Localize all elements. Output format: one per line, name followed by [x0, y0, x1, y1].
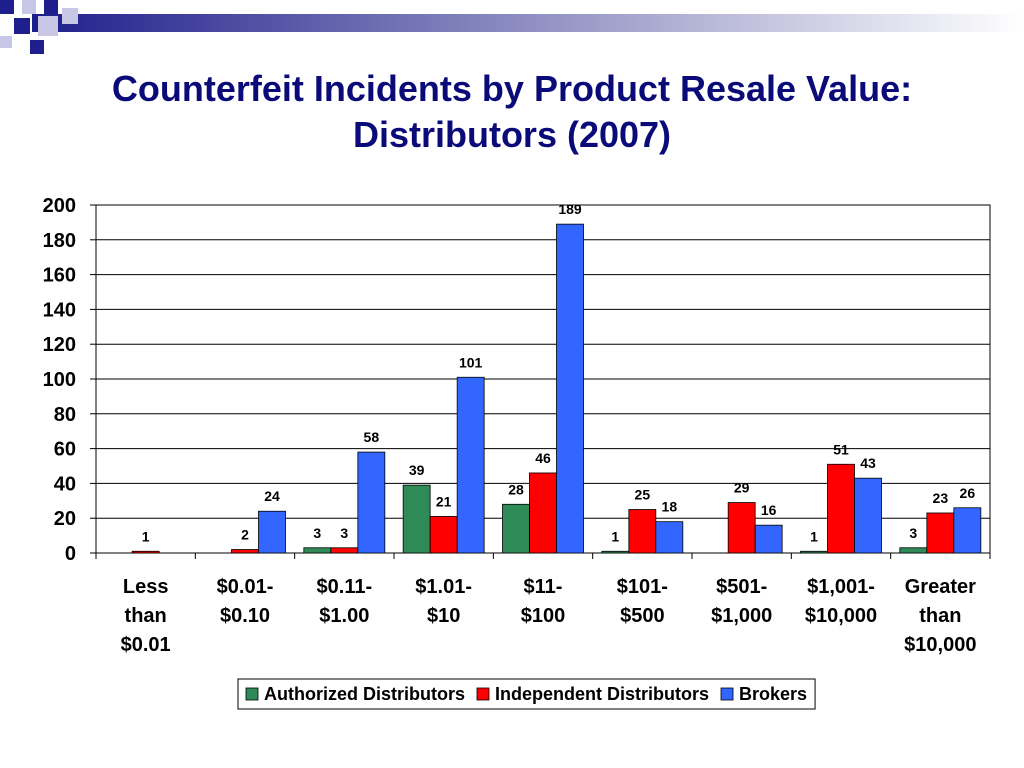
chart-title-line-2: Distributors (2007) [352, 114, 672, 155]
legend-swatch [476, 687, 490, 701]
x-tick-label: $0.01- $0.10 [217, 576, 274, 627]
x-tick-label-line: $10,000 [904, 634, 976, 656]
y-tick-label: 120 [43, 334, 76, 356]
x-tick-label-line: $501- [716, 576, 767, 598]
bar [727, 502, 756, 554]
legend-label: Authorized Distributors [264, 684, 465, 704]
x-tick-label: $0.11- $1.00 [317, 576, 373, 627]
x-tick-label: $101- $500 [617, 576, 668, 627]
x-tick-label-line: $10 [427, 605, 460, 627]
x-tick-label-line: $0.01 [121, 634, 171, 656]
legend: Authorized Distributors Independent Distr… [237, 678, 816, 710]
x-tick-label-line: Less [123, 576, 169, 598]
bar [655, 521, 684, 554]
x-tick-label-line: $11- [524, 576, 563, 598]
data-label: 29 [734, 480, 750, 496]
bar [854, 477, 882, 554]
bar [601, 550, 630, 554]
y-tick-label: 160 [43, 265, 76, 287]
data-label: 1 [810, 528, 818, 544]
bar [131, 550, 160, 554]
data-label: 58 [364, 429, 380, 445]
bar [800, 550, 828, 554]
data-label: 39 [409, 462, 425, 478]
x-tick-label-line: $100 [521, 605, 566, 627]
bar [456, 376, 485, 554]
x-tick-label: Greater than $10,000 [904, 576, 976, 656]
bar [402, 484, 431, 554]
bar [926, 512, 955, 554]
data-label: 28 [508, 481, 524, 497]
bar [330, 547, 359, 554]
data-label: 43 [860, 455, 876, 471]
data-label: 46 [535, 450, 551, 466]
data-label: 26 [960, 485, 976, 501]
bar [429, 516, 458, 554]
data-label: 21 [436, 493, 452, 509]
data-label: 101 [459, 354, 483, 370]
data-label: 3 [909, 525, 917, 541]
x-tick-label-line: $10,000 [805, 605, 877, 627]
data-label: 25 [635, 487, 651, 503]
bar [303, 547, 332, 554]
x-tick-label: $1.01- $10 [415, 576, 472, 627]
legend-swatch [720, 687, 734, 701]
chart-title: Counterfeit Incidents by Product Resale … [0, 66, 1024, 158]
x-tick-label: $501- $1,000 [711, 576, 772, 627]
data-label: 24 [264, 488, 280, 504]
x-tick-label-line: $1.01- [415, 576, 472, 598]
bar [502, 503, 530, 554]
x-tick-label: Less than $0.01 [121, 576, 171, 656]
y-tick-label: 60 [54, 439, 76, 461]
x-tick-label: $11- $100 [521, 576, 566, 627]
y-tick-label: 80 [54, 404, 76, 426]
x-tick-label-line: $1.00 [319, 605, 369, 627]
legend-box [237, 678, 816, 710]
y-tick-label: 200 [43, 195, 76, 217]
data-label: 189 [558, 201, 582, 217]
x-tick-label-line: Greater [905, 576, 976, 598]
data-label: 51 [833, 441, 849, 457]
y-tick-label: 0 [65, 543, 76, 565]
x-tick-label-line: $0.01- [217, 576, 274, 598]
data-label: 3 [340, 525, 348, 541]
bar [258, 510, 286, 554]
data-label: 2 [241, 527, 249, 543]
bar [827, 463, 855, 554]
bar [754, 524, 783, 554]
bar [231, 549, 259, 554]
data-label: 1 [142, 528, 150, 544]
data-label: 3 [313, 525, 321, 541]
y-tick-label: 100 [43, 369, 76, 391]
y-tick-label: 20 [54, 508, 76, 530]
bar [529, 472, 557, 554]
legend-label: Independent Distributors [495, 684, 709, 704]
bar [953, 507, 982, 554]
chart-title-line-1: Counterfeit Incidents by Product Resale … [111, 68, 913, 109]
bar [357, 451, 386, 554]
y-tick-label: 140 [43, 299, 76, 321]
x-tick-label-line: $0.11- [317, 576, 373, 598]
y-tick-label: 40 [54, 473, 76, 495]
x-tick-label-line: $101- [617, 576, 668, 598]
legend-label: Brokers [739, 684, 807, 704]
x-tick-label-line: than [125, 605, 167, 627]
data-label: 18 [662, 499, 678, 515]
legend-swatch [245, 687, 259, 701]
data-label: 16 [761, 502, 777, 518]
y-tick-label: 180 [43, 230, 76, 252]
data-label: 1 [611, 528, 619, 544]
x-tick-label-line: $500 [620, 605, 665, 627]
bar [899, 547, 928, 554]
x-tick-label: $1,001- $10,000 [805, 576, 877, 627]
x-tick-label-line: $0.10 [220, 605, 270, 627]
bar [556, 223, 584, 554]
x-tick-label-line: $1,001- [807, 576, 875, 598]
bar [628, 509, 657, 554]
x-tick-label-line: $1,000 [711, 605, 772, 627]
data-label: 23 [933, 490, 949, 506]
x-tick-label-line: than [919, 605, 961, 627]
slide-decoration [0, 0, 1024, 54]
